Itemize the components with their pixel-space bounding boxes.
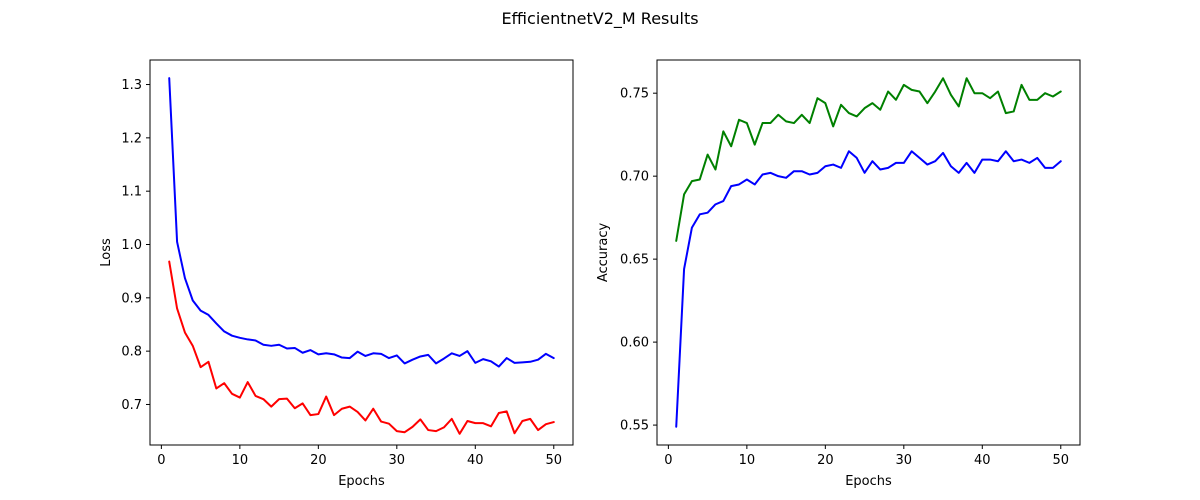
accuracy-plot-frame [656,59,1081,446]
loss-x-tick-label: 40 [467,453,484,468]
loss-x-tick-label: 50 [545,453,562,468]
loss-y-axis-label: Loss [99,238,114,267]
loss-y-tick-label: 0.7 [121,398,142,413]
training-loss-line [168,260,555,435]
accuracy-y-tick-label: 0.70 [620,170,649,185]
figure-title: EfficientnetV2_M Results [501,9,698,29]
loss-y-tick-label: 0.9 [121,291,142,306]
loss-y-tick-label: 1.1 [121,185,142,200]
loss-y-tick-label: 1.3 [121,78,142,93]
accuracy-x-tick-label: 30 [896,453,913,468]
accuracy-y-tick-label: 0.75 [620,87,649,102]
loss-x-tick-label: 20 [310,453,327,468]
accuracy-x-tick-label: 50 [1052,453,1069,468]
accuracy-y-tick-label: 0.55 [620,419,649,434]
loss-plot-frame [149,59,574,446]
accuracy-x-axis-label: Epochs [845,474,892,489]
loss-y-tick-label: 0.8 [121,345,142,360]
training-accuracy-line [675,77,1062,242]
accuracy-y-tick-label: 0.60 [620,336,649,351]
loss-y-tick-label: 1.2 [121,131,142,146]
accuracy-y-axis-label: Accuracy [596,223,611,283]
accuracy-x-tick-label: 10 [739,453,756,468]
validation-accuracy-line [675,150,1062,428]
loss-panel: Epochs Loss 0 10 20 30 40 50 0.7 0.8 0.9 1.0 1.1 1.… [99,59,574,489]
loss-x-tick-label: 10 [232,453,249,468]
loss-x-tick-label: 30 [389,453,406,468]
loss-x-tick-label: 0 [157,453,165,468]
validation-loss-line [168,77,555,368]
loss-x-axis-label: Epochs [338,474,385,489]
accuracy-x-tick-label: 20 [817,453,834,468]
accuracy-panel: Epochs Accuracy 0 10 20 30 40 50 0.55 0.60 0.65 0… [596,59,1081,489]
accuracy-x-tick-label: 0 [664,453,672,468]
accuracy-x-tick-label: 40 [974,453,991,468]
accuracy-y-tick-label: 0.65 [620,253,649,268]
loss-y-tick-label: 1.0 [121,238,142,253]
